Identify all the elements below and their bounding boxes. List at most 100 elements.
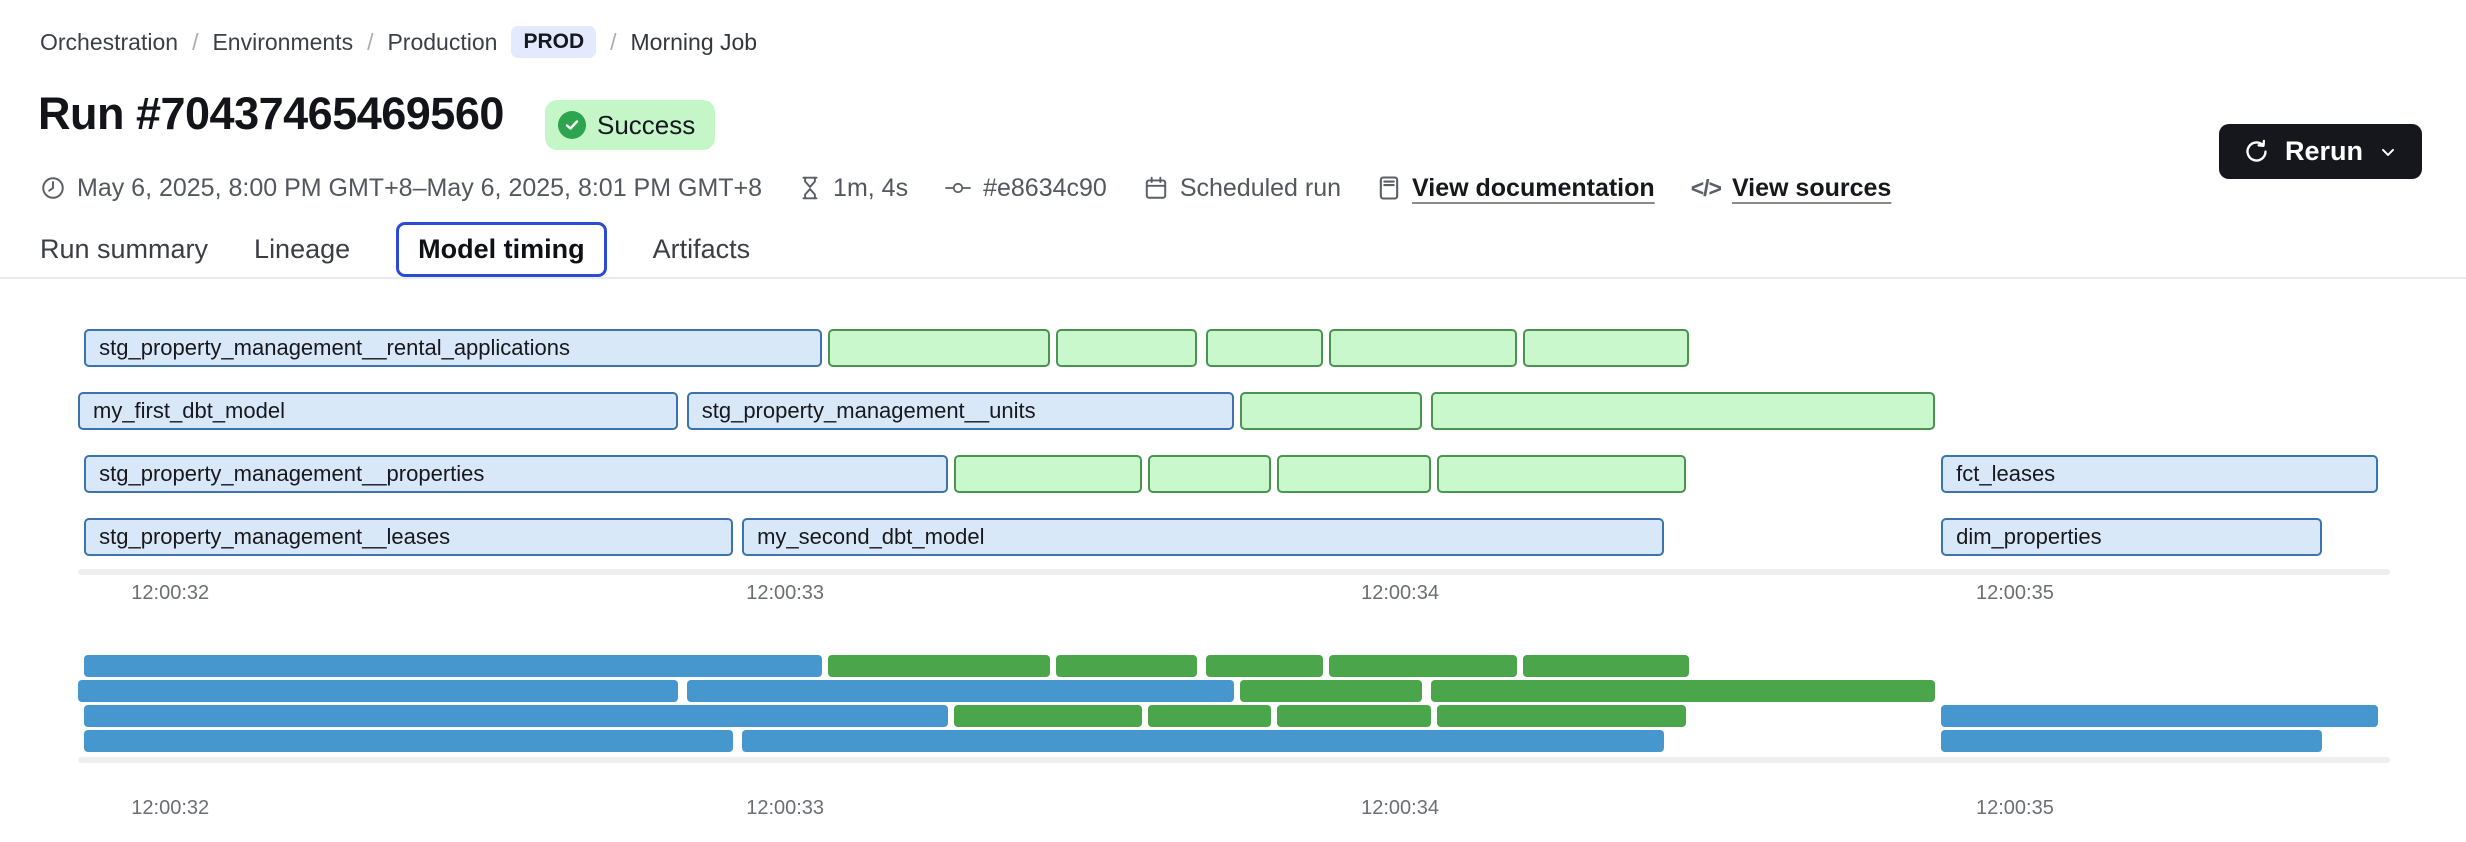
axis-tick-label: 12:00:35 [1975,582,2054,604]
gantt-bar[interactable] [1277,455,1431,493]
axis-tick-label: 12:00:32 [131,797,210,819]
gantt-bar[interactable]: my_first_dbt_model [78,392,678,430]
minimap-bar [84,655,822,677]
gantt-bar[interactable] [1436,455,1686,493]
gantt-bar[interactable] [1523,329,1690,367]
minimap-row [78,730,2390,752]
axis-tick-label: 12:00:32 [131,582,210,604]
gantt-row: stg_property_management__leases my_second… [78,518,2390,556]
gantt-bar[interactable] [1240,392,1422,430]
breadcrumb: Orchestration / Environments / Production PRO… [40,26,757,58]
minimap-bar [686,680,1234,702]
rerun-button[interactable]: Rerun [2218,124,2422,179]
breadcrumb-separator: / [610,28,617,55]
success-check-icon [558,111,586,139]
gantt-bar-label: dim_properties [1956,524,2102,549]
commit-icon [944,175,972,201]
minimap-bar [84,730,733,752]
gantt-bar[interactable] [1055,329,1198,367]
gantt-bar-label: stg_property_management__properties [99,461,485,486]
minimap-bar [1055,655,1198,677]
minimap-scrollbar-track[interactable] [78,757,2390,763]
gantt-row: stg_property_management__properties fct_l… [78,455,2390,493]
gantt-bar[interactable]: dim_properties [1941,518,2323,556]
gantt-bar[interactable]: stg_property_management__rental_applicat… [84,329,822,367]
minimap-row [78,680,2390,702]
axis-tick-label: 12:00:35 [1975,797,2054,819]
axis-tick-label: 12:00:34 [1361,797,1439,819]
status-label: Success [597,109,696,140]
run-trigger: Scheduled run [1143,174,1341,203]
environment-badge: PROD [511,26,597,58]
view-documentation-link-item: View documentation [1377,174,1655,203]
rerun-label: Rerun [2284,136,2363,166]
tabs-divider [0,277,2466,279]
axis-tick-label: 12:00:34 [1361,582,1439,604]
minimap-bar [1941,730,2323,752]
gantt-bar-label: stg_property_management__rental_applicat… [99,335,571,360]
gantt-bar[interactable]: stg_property_management__leases [84,518,733,556]
hourglass-icon [798,175,822,201]
minimap-bar [1523,655,1690,677]
minimap-bar [78,680,678,702]
tab-model-timing[interactable]: Model timing [396,222,607,277]
status-badge: Success [545,100,716,150]
run-commit: #e8634c90 [944,174,1107,203]
minimap-bar [1240,680,1422,702]
gantt-bar[interactable] [1206,329,1324,367]
gantt-scrollbar-track[interactable] [78,569,2390,575]
minimap-bar [1436,705,1686,727]
timing-minimap[interactable] [78,655,2390,755]
run-duration: 1m, 4s [798,174,908,203]
minimap-bar [1147,705,1271,727]
gantt-bar[interactable]: my_second_dbt_model [742,518,1665,556]
document-icon [1377,174,1401,202]
gantt-bar[interactable]: stg_property_management__units [686,392,1234,430]
code-icon: </> [1690,174,1722,201]
minimap-bar [1277,705,1431,727]
breadcrumb-item[interactable]: Environments [212,28,354,55]
tab-lineage[interactable]: Lineage [254,234,351,264]
axis-tick-label: 12:00:33 [746,582,825,604]
view-documentation-link[interactable]: View documentation [1412,173,1655,202]
chevron-down-icon[interactable] [2378,142,2398,162]
gantt-bar[interactable] [828,329,1050,367]
gantt-bar[interactable] [1329,329,1517,367]
minimap-bar [1329,655,1517,677]
breadcrumb-item-current: Morning Job [630,28,758,55]
view-sources-link-item: </> View sources [1691,174,1892,203]
minimap-time-axis: 12:00:32 12:00:33 12:00:34 12:00:35 [78,797,2390,823]
run-time-range: May 6, 2025, 8:00 PM GMT+8–May 6, 2025, … [40,174,762,203]
gantt-bar-label: my_second_dbt_model [757,524,985,549]
gantt-bar-label: my_first_dbt_model [93,398,285,423]
view-sources-link[interactable]: View sources [1731,173,1892,202]
minimap-bar [1430,680,1935,702]
minimap-bar [1941,705,2378,727]
gantt-bar-label: fct_leases [1956,461,2056,486]
minimap-bar [1206,655,1324,677]
tab-run-summary[interactable]: Run summary [40,234,209,264]
breadcrumb-separator: / [367,28,374,55]
minimap-bar [742,730,1665,752]
breadcrumb-item[interactable]: Orchestration [40,28,179,55]
gantt-bar[interactable] [1147,455,1271,493]
page-title: Run #70437465469560 [38,88,504,139]
axis-tick-label: 12:00:33 [746,797,825,819]
breadcrumb-item[interactable]: Production [387,28,498,55]
minimap-row [78,705,2390,727]
run-meta-row: May 6, 2025, 8:00 PM GMT+8–May 6, 2025, … [40,168,1891,208]
minimap-bar [84,705,949,727]
gantt-bar[interactable] [1430,392,1935,430]
calendar-icon [1143,175,1169,201]
clock-icon [40,175,66,201]
gantt-bar[interactable]: stg_property_management__properties [84,455,949,493]
minimap-row [78,655,2390,677]
gantt-bar[interactable]: fct_leases [1941,455,2378,493]
gantt-row: my_first_dbt_model stg_property_managemen… [78,392,2390,430]
minimap-bar [828,655,1050,677]
gantt-bar[interactable] [954,455,1142,493]
tab-bar: Run summary Lineage Model timing Artifacts [40,222,750,277]
gantt-bar-label: stg_property_management__units [701,398,1036,423]
gantt-time-axis: 12:00:32 12:00:33 12:00:34 12:00:35 [78,582,2390,608]
tab-artifacts[interactable]: Artifacts [652,234,751,264]
